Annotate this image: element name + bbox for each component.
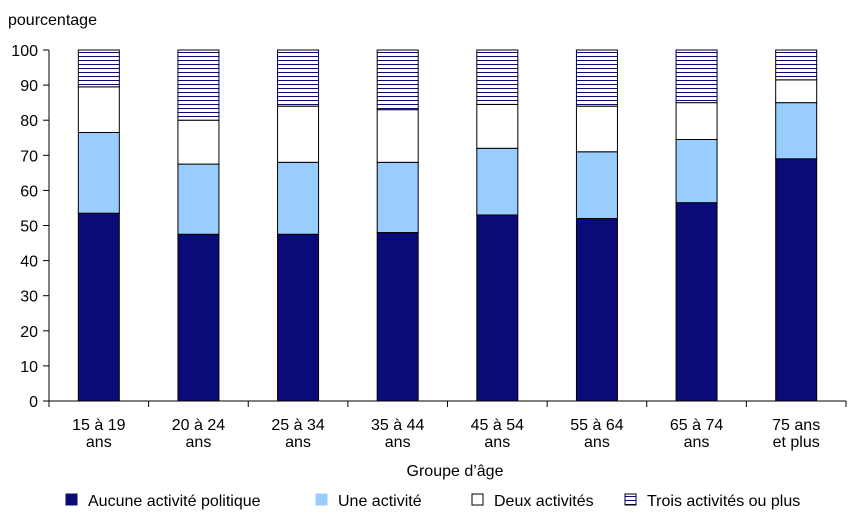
bar-segment-s1-c6 <box>675 139 718 204</box>
legend-label: Une activité <box>338 493 422 510</box>
legend-swatch <box>624 493 637 506</box>
x-tick-label-line: 35 à 44 <box>371 417 424 434</box>
y-tick-label: 10 <box>20 359 38 376</box>
legend-swatch <box>65 493 78 506</box>
y-tick-label: 100 <box>11 43 38 60</box>
bar-segment-s1-c2 <box>277 161 320 235</box>
x-tick-label-line: 20 à 24 <box>172 417 225 434</box>
x-tick-label-line: ans <box>584 434 610 451</box>
y-axis-title: pourcentage <box>8 12 97 29</box>
bar-segment-s2-c2 <box>277 105 320 163</box>
bar-segment-s2-c4 <box>476 103 519 149</box>
bar-segment-s3-c4 <box>476 49 519 105</box>
y-tick-label: 90 <box>20 78 38 95</box>
x-tick-label-line: ans <box>684 434 710 451</box>
y-tick-label: 20 <box>20 324 38 341</box>
bar-segment-s0-c1 <box>177 233 220 402</box>
bar-segment-s3-c6 <box>675 49 718 104</box>
bar-segment-s0-c7 <box>775 158 818 402</box>
bar-segment-s0-c2 <box>277 233 320 402</box>
x-tick-label-line: ans <box>484 434 510 451</box>
x-tick-label-line: ans <box>86 434 112 451</box>
x-tick-label-line: 65 à 74 <box>670 417 723 434</box>
x-tick-label: 20 à 24 ans <box>172 417 225 451</box>
bar-segment-s3-c0 <box>77 49 120 88</box>
bar-segment-s3-c2 <box>277 49 320 107</box>
x-tick-label: 35 à 44 ans <box>371 417 424 451</box>
legend-label: Aucune activité politique <box>88 493 261 510</box>
bar-segment-s0-c0 <box>77 212 120 402</box>
bar-segment-s2-c3 <box>376 109 419 163</box>
bar-segment-s1-c5 <box>575 151 618 219</box>
x-tick-label: 25 à 34 ans <box>271 417 324 451</box>
x-tick-label: 15 à 19 ans <box>72 417 125 451</box>
bars <box>77 49 818 402</box>
bar-segment-s1-c7 <box>775 102 818 160</box>
legend-swatch <box>471 493 484 506</box>
legend: Aucune activité politique Une activité Deu… <box>65 493 800 510</box>
x-tick-label-line: 45 à 54 <box>471 417 524 434</box>
y-tick-label: 40 <box>20 254 38 271</box>
legend-label: Deux activités <box>494 493 594 510</box>
x-tick-label-line: ans <box>285 434 311 451</box>
bar-segment-s0-c6 <box>675 202 718 402</box>
x-tick-label: 55 à 64 ans <box>570 417 623 451</box>
bar-segment-s2-c1 <box>177 119 220 165</box>
x-tick-label: 45 à 54 ans <box>471 417 524 451</box>
bar-segment-s3-c3 <box>376 49 419 111</box>
bar-segment-s1-c1 <box>177 163 220 235</box>
bar-segment-s0-c4 <box>476 214 519 402</box>
bar-segment-s1-c4 <box>476 147 519 216</box>
x-tick-label-line: et plus <box>773 434 820 451</box>
bar-segment-s0-c3 <box>376 232 419 402</box>
bar-segment-s2-c7 <box>775 79 818 104</box>
legend-swatch <box>315 493 328 506</box>
x-tick-label-line: 25 à 34 <box>271 417 324 434</box>
x-tick-label-line: 55 à 64 <box>570 417 623 434</box>
y-tick-label: 50 <box>20 219 38 236</box>
y-axis: 0 10 20 30 40 50 60 70 80 90 100 <box>11 43 50 411</box>
bar-segment-s1-c0 <box>77 131 120 214</box>
bar-segment-s3-c1 <box>177 49 220 121</box>
y-tick-label: 30 <box>20 289 38 306</box>
y-tick-label: 80 <box>20 113 38 130</box>
y-tick-label: 0 <box>29 394 38 411</box>
y-tick-label: 60 <box>20 183 38 200</box>
x-axis-title: Groupe d’âge <box>407 463 504 480</box>
x-tick-label-line: ans <box>385 434 411 451</box>
x-tick-label-line: 75 ans <box>772 417 820 434</box>
bar-segment-s1-c3 <box>376 161 419 234</box>
y-tick-label: 70 <box>20 148 38 165</box>
bar-segment-s3-c5 <box>575 49 618 107</box>
bar-segment-s2-c6 <box>675 102 718 141</box>
bar-segment-s3-c7 <box>775 49 818 81</box>
bar-segment-s2-c0 <box>77 86 120 133</box>
legend-label: Trois activités ou plus <box>647 493 800 510</box>
x-tick-label-line: ans <box>186 434 212 451</box>
x-tick-label: 65 à 74 ans <box>670 417 723 451</box>
x-tick-label-line: 15 à 19 <box>72 417 125 434</box>
bar-segment-s2-c5 <box>575 105 618 153</box>
x-tick-label: 75 ans et plus <box>772 417 820 451</box>
bar-segment-s0-c5 <box>575 217 618 402</box>
